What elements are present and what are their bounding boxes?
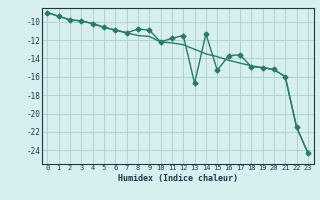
X-axis label: Humidex (Indice chaleur): Humidex (Indice chaleur) xyxy=(118,174,237,183)
